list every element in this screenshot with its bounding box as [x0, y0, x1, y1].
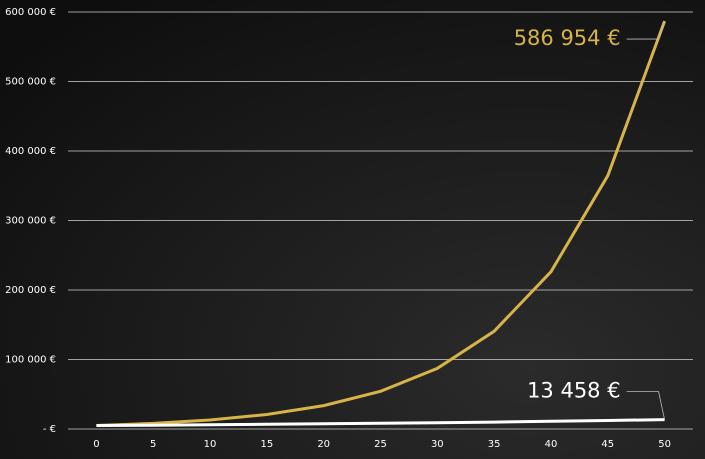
line: [96, 418, 665, 427]
line: [96, 20, 667, 427]
y-tick-label: 400 000 €: [5, 146, 56, 157]
x-tick-label: 40: [545, 439, 558, 450]
x-tick-label: 50: [658, 439, 671, 450]
x-tick-label: 20: [317, 439, 330, 450]
data-label: 13 458 €: [527, 379, 621, 403]
x-tick-label: 30: [431, 439, 444, 450]
leader-line: [626, 20, 665, 40]
x-tick-label: 10: [204, 439, 217, 450]
y-tick-label: 200 000 €: [5, 285, 56, 296]
x-tick-label: 35: [488, 439, 501, 450]
x-tick-label: 5: [150, 439, 156, 450]
y-tick-label: 300 000 €: [5, 216, 56, 227]
y-tick-label: 600 000 €: [5, 7, 56, 18]
x-tick-label: 15: [260, 439, 273, 450]
x-tick-label: 45: [601, 439, 614, 450]
x-tick-label: 25: [374, 439, 387, 450]
y-tick-label: 500 000 €: [5, 77, 56, 88]
y-tick-label: 100 000 €: [5, 355, 56, 366]
y-tick-label: - €: [43, 424, 56, 435]
leader-line: [626, 391, 665, 420]
x-tick-label: 0: [93, 439, 99, 450]
data-label: 586 954 €: [514, 26, 621, 50]
